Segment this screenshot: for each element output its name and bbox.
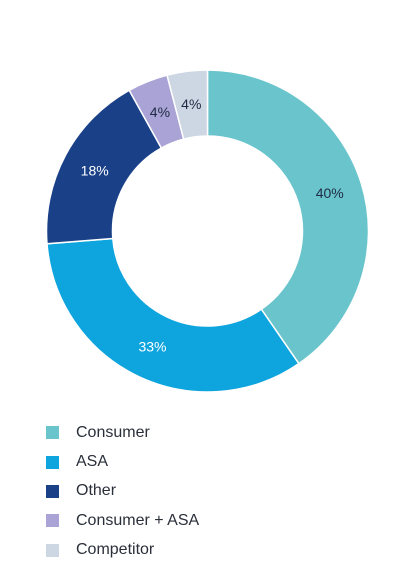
slice-competitor: [166, 69, 209, 140]
legend-label: ASA: [76, 453, 109, 471]
legend-swatch: [46, 514, 59, 528]
slice-label-asa: 33%: [138, 339, 166, 355]
legend-swatch: [46, 484, 59, 498]
donut-chart: 40% 33% 18% 4% 4%: [45, 69, 370, 393]
legend-swatch: [46, 426, 59, 440]
legend: Consumer ASA Other Consumer + ASA Competitor: [46, 418, 199, 565]
slice-asa: [46, 237, 300, 393]
legend-label: Competitor: [76, 541, 155, 559]
slice-consumer: [206, 69, 370, 365]
legend-item-other: Other: [46, 477, 199, 506]
legend-swatch: [46, 543, 59, 557]
legend-item-consumer: Consumer: [46, 418, 199, 447]
legend-item-competitor: Competitor: [46, 536, 199, 565]
legend-label: Other: [76, 482, 117, 500]
legend-label: Consumer + ASA: [76, 511, 200, 529]
legend-item-asa: ASA: [46, 447, 199, 476]
slice-label-consumer-asa: 4%: [150, 104, 170, 120]
legend-swatch: [46, 455, 59, 469]
slice-label-other: 18%: [81, 163, 109, 179]
legend-item-consumer-asa: Consumer + ASA: [46, 506, 199, 535]
legend-label: Consumer: [76, 423, 150, 441]
slice-label-consumer: 40%: [316, 185, 344, 201]
slice-label-competitor: 4%: [181, 96, 201, 112]
